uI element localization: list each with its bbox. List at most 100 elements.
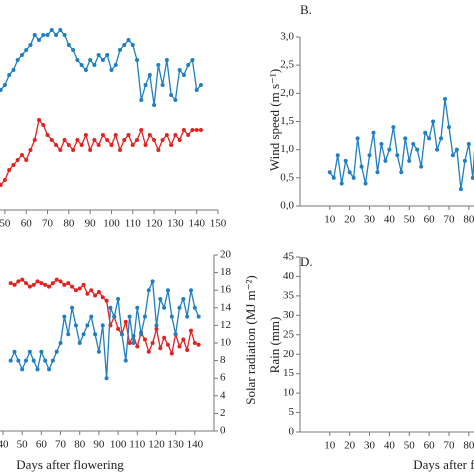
data-point (146, 349, 151, 354)
data-point (28, 43, 33, 47)
data-point (347, 170, 352, 175)
data-point (139, 128, 144, 132)
data-point (73, 323, 78, 328)
data-point (2, 83, 7, 87)
y2-tick-label: 6 (220, 372, 226, 384)
y-tick-label: 2,0 (280, 87, 294, 99)
data-point (62, 314, 67, 319)
data-point (343, 158, 348, 163)
data-point (58, 279, 63, 284)
data-point (162, 335, 167, 340)
data-point (395, 153, 400, 158)
data-point (181, 73, 186, 77)
data-point (190, 58, 195, 62)
data-point (156, 148, 161, 152)
x-tick-label: 80 (74, 439, 86, 451)
data-point (0, 183, 3, 187)
data-point (24, 158, 29, 162)
x-tick-label: 60 (424, 214, 436, 226)
data-point (100, 295, 105, 300)
data-point (169, 351, 174, 356)
data-point (165, 342, 170, 347)
data-point (190, 128, 195, 132)
data-point (100, 133, 105, 137)
data-point (24, 281, 29, 286)
data-point (31, 282, 36, 287)
data-point (160, 138, 165, 142)
x-tick-label: 120 (148, 439, 165, 451)
data-point (15, 158, 20, 162)
data-point (331, 175, 336, 180)
data-point (71, 48, 76, 52)
x-tick-label: 100 (110, 439, 127, 451)
data-point (196, 342, 201, 347)
x-tick-label: 90 (93, 439, 105, 451)
data-point (119, 332, 124, 337)
data-point (150, 341, 155, 345)
data-point (158, 297, 163, 301)
x-tick-label: 70 (42, 218, 54, 230)
data-point (39, 281, 44, 286)
data-point (2, 178, 7, 182)
data-point (177, 138, 182, 142)
data-point (162, 305, 167, 310)
data-point (158, 346, 163, 351)
data-point (185, 348, 190, 353)
data-point (11, 163, 16, 167)
data-point (181, 337, 186, 342)
y-axis-label: Wind speed (m s⁻¹) (267, 69, 282, 171)
data-point (54, 277, 59, 282)
data-point (192, 305, 197, 310)
data-point (58, 28, 63, 32)
data-point (62, 138, 67, 142)
x-tick-label: 50 (404, 440, 416, 452)
data-point (81, 332, 86, 337)
data-point (58, 341, 63, 345)
x-tick-label: 80 (463, 440, 474, 452)
data-point (181, 128, 186, 132)
data-point (379, 142, 384, 147)
x-tick-label: 20 (344, 214, 356, 226)
data-point (458, 187, 463, 192)
data-point (50, 281, 55, 286)
data-point (24, 48, 29, 52)
data-point (70, 284, 75, 289)
data-point (142, 314, 147, 319)
data-point (54, 33, 59, 37)
data-point (88, 58, 93, 62)
y-axis-label: Rain (mm) (267, 317, 282, 374)
data-point (339, 181, 344, 186)
data-point (45, 33, 50, 37)
data-point (143, 143, 148, 147)
data-point (47, 284, 52, 289)
data-point (359, 164, 364, 169)
data-point (66, 43, 71, 47)
data-point (28, 148, 33, 152)
data-point (139, 98, 144, 102)
data-point (32, 138, 37, 142)
data-point (147, 73, 152, 77)
data-point (96, 349, 101, 354)
data-point (198, 83, 203, 87)
data-point (173, 98, 178, 102)
data-point (150, 279, 155, 284)
y2-tick-label: 4 (220, 389, 226, 401)
data-point (169, 314, 174, 319)
x-axis-label: Days after flowering (413, 457, 474, 472)
y2-tick-label: 0 (220, 425, 226, 437)
data-point (160, 83, 165, 87)
data-point (54, 349, 59, 354)
data-point (169, 93, 174, 97)
data-point (54, 143, 59, 147)
x-tick-label: 70 (55, 439, 67, 451)
data-point (45, 133, 50, 137)
x-tick-label: 50 (0, 218, 11, 230)
data-point (75, 138, 80, 142)
data-point (423, 130, 428, 135)
data-point (152, 103, 157, 107)
data-point (117, 148, 122, 152)
data-point (8, 358, 13, 363)
data-point (186, 133, 191, 137)
x-tick-label: 10 (324, 214, 336, 226)
y-tick-label: 0,5 (280, 171, 294, 183)
